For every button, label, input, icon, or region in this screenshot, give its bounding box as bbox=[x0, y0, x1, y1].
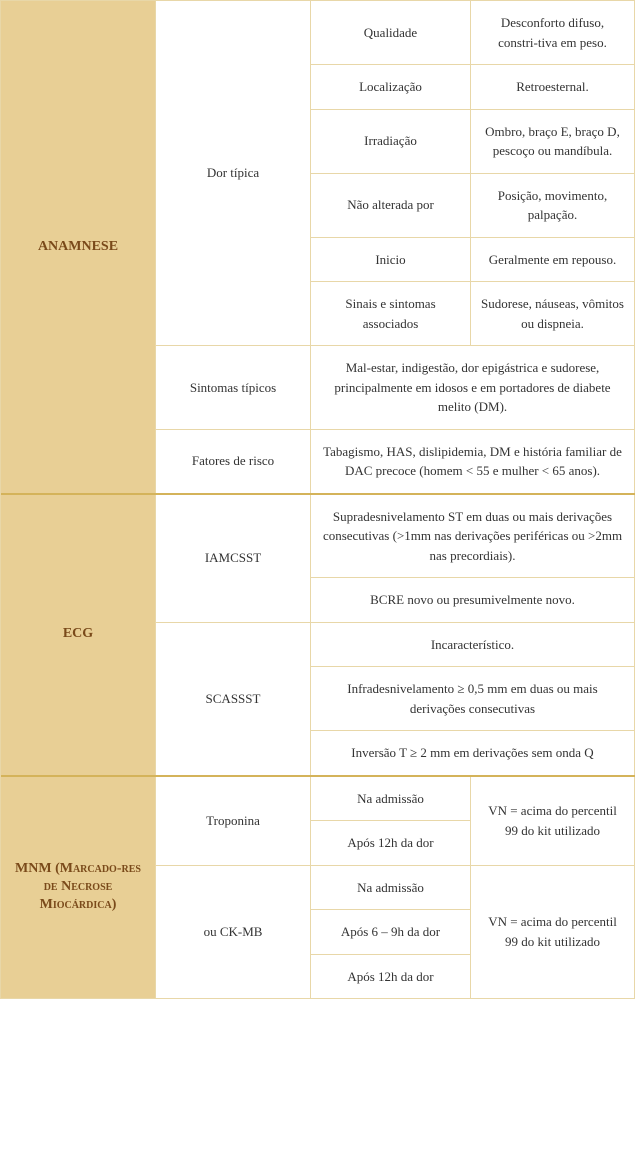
scassst-row-2: Inversão T ≥ 2 mm em derivações sem onda… bbox=[311, 730, 635, 775]
scassst-row-0: Incaracterístico. bbox=[311, 623, 635, 667]
dor-row-3: Não alterada por Posição, movimento, pal… bbox=[311, 173, 635, 237]
ckmb-time-2: Após 12h da dor bbox=[311, 954, 471, 999]
trop-time-0-text: Na admissão bbox=[311, 777, 471, 821]
ckmb-time-1-text: Após 6 – 9h da dor bbox=[311, 910, 471, 954]
attr-nao-alterada: Não alterada por bbox=[311, 174, 471, 237]
dor-row-4: Inicio Geralmente em repouso. bbox=[311, 237, 635, 282]
text-sintomas: Mal-estar, indigestão, dor epigástrica e… bbox=[311, 346, 635, 429]
iamcsst-text-0: Supradesnivelamento ST em duas ou mais d… bbox=[311, 495, 635, 578]
label-scassst: SCASSST bbox=[156, 623, 311, 775]
row-troponina: Troponina Na admissão Após 12h da dor VN… bbox=[156, 777, 635, 865]
row-ckmb: ou CK-MB Na admissão Após 6 – 9h da dor … bbox=[156, 865, 635, 999]
section-mnm: MNM (Marcado-res de Necrose Miocárdica) … bbox=[1, 777, 635, 1000]
trop-time-1: Após 12h da dor bbox=[311, 820, 471, 865]
scassst-text-2: Inversão T ≥ 2 mm em derivações sem onda… bbox=[311, 731, 635, 775]
iamcsst-text-1: BCRE novo ou presumivelmente novo. bbox=[311, 578, 635, 622]
section-ecg: ECG IAMCSST Supradesnivelamento ST em du… bbox=[1, 495, 635, 777]
text-fatores: Tabagismo, HAS, dislipidemia, DM e histó… bbox=[311, 430, 635, 493]
row-sintomas: Sintomas típicos Mal-estar, indigestão, … bbox=[156, 345, 635, 429]
row-dor-tipica: Dor típica Qualidade Desconforto difuso,… bbox=[156, 1, 635, 345]
category-ecg: ECG bbox=[1, 495, 156, 775]
val-qualidade: Desconforto difuso, constri-tiva em peso… bbox=[471, 1, 635, 64]
ckmb-time-1: Após 6 – 9h da dor bbox=[311, 909, 471, 954]
medical-table: ANAMNESE Dor típica Qualidade Desconfort… bbox=[0, 0, 635, 999]
trop-time-1-text: Após 12h da dor bbox=[311, 821, 471, 865]
category-anamnese: ANAMNESE bbox=[1, 1, 156, 493]
dor-row-2: Irradiação Ombro, braço E, braço D, pesc… bbox=[311, 109, 635, 173]
row-iamcsst: IAMCSST Supradesnivelamento ST em duas o… bbox=[156, 495, 635, 622]
section-anamnese: ANAMNESE Dor típica Qualidade Desconfort… bbox=[1, 1, 635, 495]
row-scassst: SCASSST Incaracterístico. Infradesnivela… bbox=[156, 622, 635, 775]
iamcsst-row-0: Supradesnivelamento ST em duas ou mais d… bbox=[311, 495, 635, 578]
attr-qualidade: Qualidade bbox=[311, 1, 471, 64]
label-iamcsst: IAMCSST bbox=[156, 495, 311, 622]
scassst-text-0: Incaracterístico. bbox=[311, 623, 635, 667]
ckmb-time-0-text: Na admissão bbox=[311, 866, 471, 910]
label-ckmb: ou CK-MB bbox=[156, 866, 311, 999]
ckmb-time-2-text: Após 12h da dor bbox=[311, 955, 471, 999]
ckmb-vn: VN = acima do percentil 99 do kit utiliz… bbox=[471, 866, 635, 999]
ckmb-time-0: Na admissão bbox=[311, 866, 471, 910]
attr-localizacao: Localização bbox=[311, 65, 471, 109]
scassst-text-1: Infradesnivelamento ≥ 0,5 mm em duas ou … bbox=[311, 667, 635, 730]
trop-vn: VN = acima do percentil 99 do kit utiliz… bbox=[471, 777, 635, 865]
row-fatores: Fatores de risco Tabagismo, HAS, dislipi… bbox=[156, 429, 635, 493]
val-inicio: Geralmente em repouso. bbox=[471, 238, 635, 282]
val-localizacao: Retroesternal. bbox=[471, 65, 635, 109]
dor-row-0: Qualidade Desconforto difuso, constri-ti… bbox=[311, 1, 635, 64]
label-fatores: Fatores de risco bbox=[156, 430, 311, 493]
dor-row-5: Sinais e sintomas associados Sudorese, n… bbox=[311, 281, 635, 345]
label-sintomas: Sintomas típicos bbox=[156, 346, 311, 429]
val-sinais: Sudorese, náuseas, vômitos ou dispneia. bbox=[471, 282, 635, 345]
iamcsst-row-1: BCRE novo ou presumivelmente novo. bbox=[311, 577, 635, 622]
dor-row-1: Localização Retroesternal. bbox=[311, 64, 635, 109]
category-mnm: MNM (Marcado-res de Necrose Miocárdica) bbox=[1, 777, 156, 999]
label-dor-tipica: Dor típica bbox=[156, 1, 311, 345]
label-troponina: Troponina bbox=[156, 777, 311, 865]
attr-inicio: Inicio bbox=[311, 238, 471, 282]
val-nao-alterada: Posição, movimento, palpação. bbox=[471, 174, 635, 237]
scassst-row-1: Infradesnivelamento ≥ 0,5 mm em duas ou … bbox=[311, 666, 635, 730]
attr-irradiacao: Irradiação bbox=[311, 110, 471, 173]
trop-time-0: Na admissão bbox=[311, 777, 471, 821]
val-irradiacao: Ombro, braço E, braço D, pescoço ou mand… bbox=[471, 110, 635, 173]
attr-sinais: Sinais e sintomas associados bbox=[311, 282, 471, 345]
